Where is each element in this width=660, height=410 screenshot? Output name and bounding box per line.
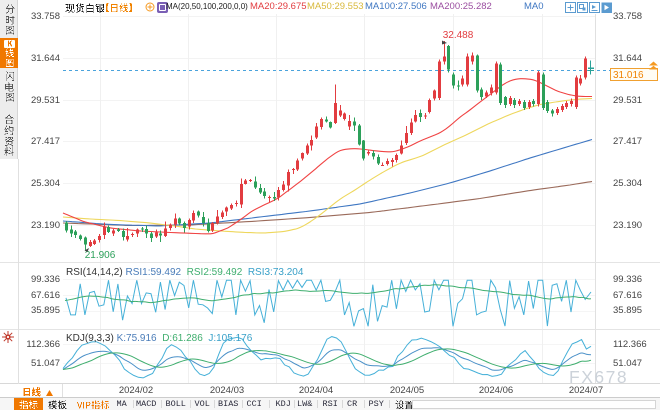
svg-text:31.016: 31.016	[613, 70, 644, 81]
svg-text:21.906: 21.906	[85, 250, 116, 261]
svg-text:32.488: 32.488	[443, 30, 474, 41]
